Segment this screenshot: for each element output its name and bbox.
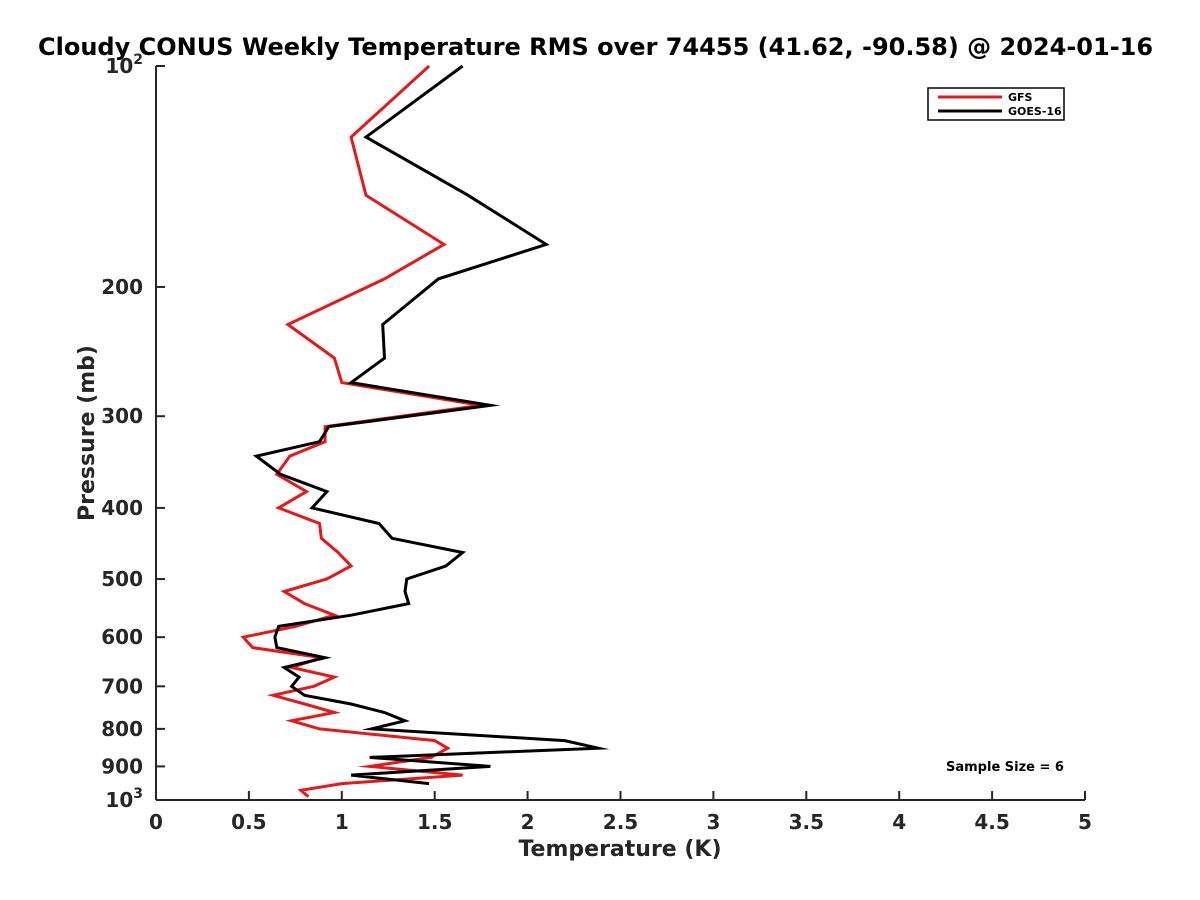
x-tick-label: 0.5 [231,810,266,834]
x-tick-label: 3 [706,810,720,834]
series-line-goes-16 [252,64,610,786]
y-tick-label: 900 [101,754,143,778]
y-axis-ticks: 102 200 300 400 500 600 700 800 900 103 [101,52,165,812]
y-tick-label: 300 [101,404,143,428]
x-tick-label: 2.5 [603,810,638,834]
y-tick-label: 400 [101,496,143,520]
x-axis-label: Temperature (K) [518,837,721,862]
legend-box [927,87,1065,121]
series-line-gfs [240,64,492,798]
x-tick-label: 4.5 [974,810,1009,834]
series-layer [240,64,610,798]
x-tick-label: 4 [892,810,906,834]
plot-area: 0 0.5 1 1.5 2 2.5 3 3.5 4 4.5 5 102 200 300 400 500 600… [101,52,1092,834]
y-tick-label: 102 [105,52,143,78]
x-tick-label: 1 [335,810,349,834]
y-axis-label: Pressure (mb) [75,345,100,521]
y-tick-label: 600 [101,625,143,649]
x-tick-label: 2 [521,810,535,834]
chart-title: Cloudy CONUS Weekly Temperature RMS over… [38,33,1153,61]
legend-label: GFS [1008,91,1033,104]
x-tick-label: 5 [1078,810,1092,834]
x-axis-ticks: 0 0.5 1 1.5 2 2.5 3 3.5 4 4.5 5 [149,791,1092,834]
x-tick-label: 0 [149,810,163,834]
y-tick-label: 200 [101,275,143,299]
x-tick-label: 3.5 [789,810,824,834]
y-tick-label: 103 [105,786,143,812]
x-tick-label: 1.5 [417,810,452,834]
y-tick-label: 700 [101,674,143,698]
y-tick-label: 500 [101,567,143,591]
y-tick-label: 800 [101,717,143,741]
legend-label: GOES-16 [1008,105,1062,118]
sample-size-annotation: Sample Size = 6 [946,760,1064,775]
